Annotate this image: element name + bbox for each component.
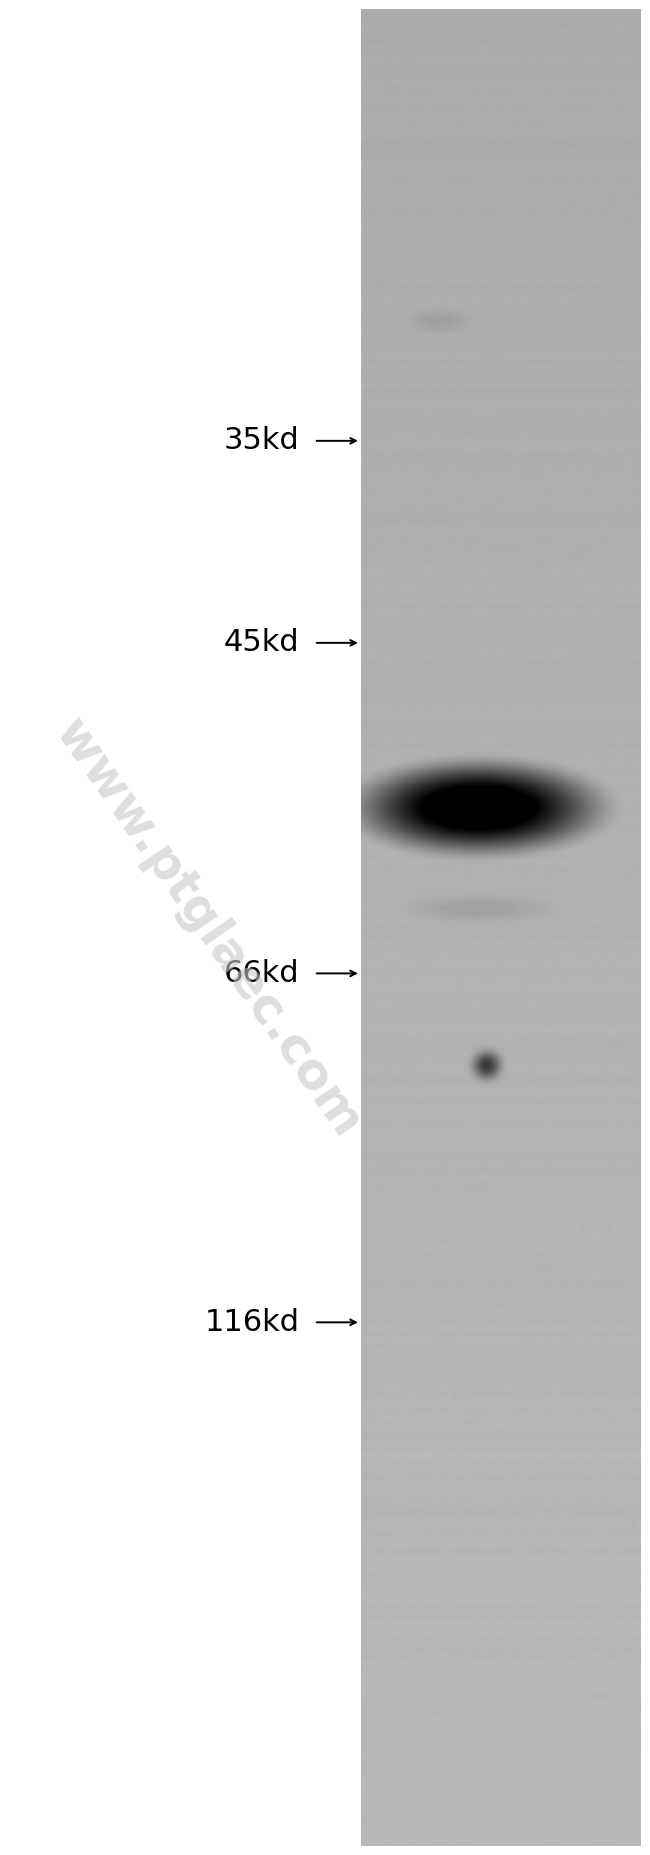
Text: 66kd: 66kd <box>224 959 300 989</box>
Text: 35kd: 35kd <box>224 427 300 454</box>
Text: www.ptglaec.com: www.ptglaec.com <box>45 709 371 1146</box>
Text: 45kd: 45kd <box>224 629 300 657</box>
Text: 116kd: 116kd <box>204 1308 300 1337</box>
